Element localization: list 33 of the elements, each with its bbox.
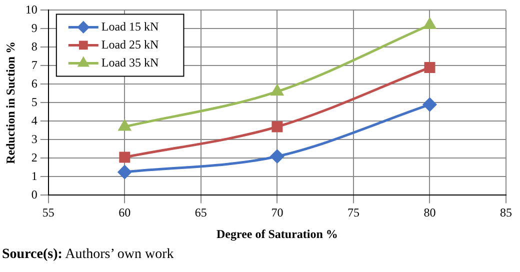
point: [118, 165, 132, 179]
point: [118, 120, 131, 131]
x-axis-title: Degree of Saturation %: [216, 226, 338, 241]
y-tick-label: 2: [31, 150, 38, 164]
x-tick-label: 85: [500, 206, 512, 220]
y-tick-label: 7: [31, 58, 38, 72]
legend-label: Load 25 kN: [101, 37, 160, 52]
y-tick-label: 3: [31, 132, 38, 146]
y-tick-label: 9: [31, 20, 38, 35]
y-tick-label: 8: [31, 39, 38, 54]
y-axis-title: Reduction in Suction %: [3, 42, 18, 164]
y-tick-label: 0: [31, 187, 38, 202]
y-tick-label: 10: [25, 2, 38, 16]
x-tick-label: 70: [271, 206, 284, 220]
legend-label: Load 15 kN: [101, 19, 160, 34]
x-tick-label: 60: [118, 206, 131, 220]
point: [424, 62, 436, 74]
point: [422, 98, 436, 112]
point: [271, 84, 284, 96]
y-tick-label: 4: [31, 113, 38, 128]
point: [119, 152, 130, 163]
x-tick-label: 55: [42, 206, 54, 220]
y-tick-label: 6: [31, 76, 38, 90]
x-tick-label: 75: [347, 206, 360, 220]
point: [424, 18, 436, 29]
point: [270, 150, 284, 164]
x-tick-label: 80: [424, 206, 436, 220]
y-tick-label: 5: [31, 94, 38, 109]
y-tick-label: 1: [31, 168, 38, 183]
point: [272, 121, 283, 132]
source-note: Source(s): Authors’ own work: [2, 247, 174, 262]
x-tick-label: 65: [194, 206, 207, 220]
legend-label: Load 35 kN: [101, 55, 160, 70]
